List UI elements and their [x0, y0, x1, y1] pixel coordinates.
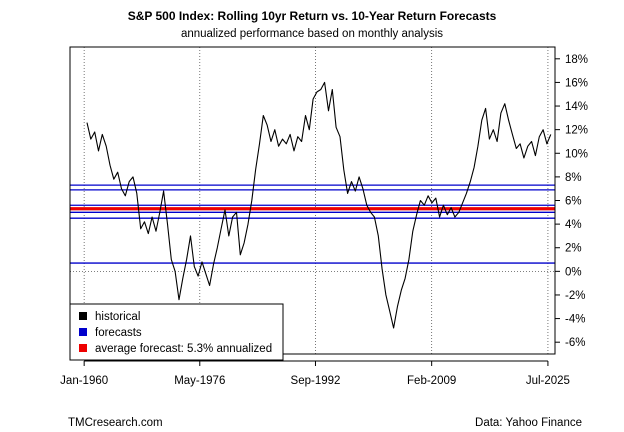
historical-series [86, 81, 552, 329]
y-tick-label-5: 8% [565, 172, 582, 184]
y-axis: 18% 16% 14% 12% 10% 8% 6% 4% 2% 0% -2% -4% -6% [554, 54, 588, 349]
x-tick-label-1: May-1976 [174, 375, 225, 387]
grid [70, 47, 555, 354]
y-tick-label-8: 2% [565, 243, 582, 255]
source-right: Data: Yahoo Finance [475, 417, 582, 429]
legend: historical forecasts average forecast: 5… [69, 303, 284, 361]
x-tick-label-0: Jan-1960 [60, 375, 108, 387]
x-axis: Jan-1960 May-1976 Sep-1992 Feb-2009 Jul-2025 [60, 360, 570, 387]
x-tick-label-2: Sep-1992 [291, 375, 341, 387]
legend-label-historical: historical [95, 311, 140, 323]
legend-swatch-forecasts [79, 328, 87, 336]
y-tick-label-6: 6% [565, 196, 582, 208]
y-tick-label-3: 12% [565, 125, 588, 137]
y-tick-label-10: -2% [565, 290, 585, 302]
source-left: TMCresearch.com [68, 417, 163, 429]
y-tick-label-12: -6% [565, 337, 585, 349]
chart-title: S&P 500 Index: Rolling 10yr Return vs. 1… [128, 9, 497, 23]
y-tick-label-7: 4% [565, 219, 582, 231]
y-tick-label-2: 14% [565, 101, 588, 113]
legend-swatch-historical [79, 312, 87, 320]
y-tick-label-9: 0% [565, 266, 582, 278]
legend-label-average: average forecast: 5.3% annualized [95, 343, 272, 355]
y-tick-label-11: -4% [565, 314, 585, 326]
y-tick-label-4: 10% [565, 148, 588, 160]
historical-line [86, 81, 552, 329]
legend-label-forecasts: forecasts [95, 327, 142, 339]
y-tick-label-0: 18% [565, 54, 588, 66]
y-tick-label-1: 16% [565, 77, 588, 89]
legend-box [69, 303, 284, 361]
x-tick-label-3: Feb-2009 [407, 375, 456, 387]
forecast-lines [70, 184, 555, 264]
x-tick-label-4: Jul-2025 [526, 375, 570, 387]
legend-swatch-average [79, 344, 87, 352]
chart-subtitle: annualized performance based on monthly … [181, 28, 443, 40]
